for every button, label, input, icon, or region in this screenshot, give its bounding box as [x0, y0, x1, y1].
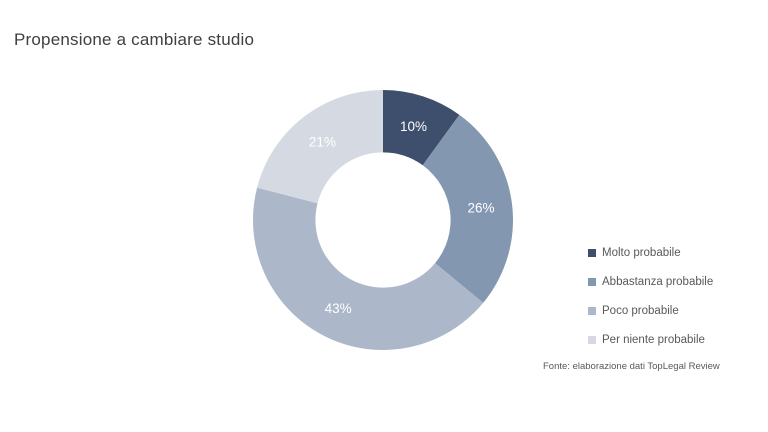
legend-label: Per niente probabile	[602, 333, 705, 346]
legend-swatch-icon	[588, 248, 596, 257]
chart-area: 10% 26% 43% 21%	[233, 70, 533, 370]
legend-swatch-icon	[588, 335, 596, 344]
legend-swatch-icon	[588, 306, 596, 315]
donut-chart: 10% 26% 43% 21%	[253, 90, 513, 350]
legend-swatch-icon	[588, 277, 596, 286]
legend-item: Molto probabile	[588, 244, 713, 261]
data-label: 43%	[325, 301, 352, 316]
data-label: 26%	[468, 200, 495, 215]
source-note: Fonte: elaborazione dati TopLegal Review	[543, 361, 720, 372]
donut-segment-poco-probabile	[253, 187, 484, 350]
legend-item: Poco probabile	[588, 302, 713, 319]
legend-item: Abbastanza probabile	[588, 273, 713, 290]
chart-title: Propensione a cambiare studio	[14, 30, 255, 49]
data-label: 10%	[400, 119, 427, 134]
legend-item: Per niente probabile	[588, 331, 713, 348]
data-label: 21%	[309, 135, 336, 150]
legend-label: Poco probabile	[602, 304, 679, 317]
legend-label: Molto probabile	[602, 246, 681, 259]
donut-segment-per-niente-probabile	[257, 90, 383, 204]
legend: Molto probabile Abbastanza probabile Poco …	[588, 244, 713, 348]
donut-segment-molto-probabile	[383, 90, 460, 166]
legend-label: Abbastanza probabile	[602, 275, 714, 288]
donut-segment-abbastanza-probabile	[422, 114, 513, 303]
